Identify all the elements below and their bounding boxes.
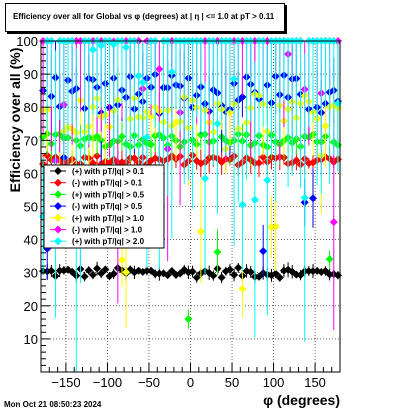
data-point xyxy=(321,122,330,131)
legend-entry: (-) with pT/|q| > 0.1 xyxy=(72,179,143,188)
data-point xyxy=(155,269,164,278)
timestamp: Mon Oct 21 08:50:23 2024 xyxy=(4,400,102,409)
y-tick-label: 10 xyxy=(24,332,38,347)
data-point xyxy=(147,140,156,149)
data-point xyxy=(217,273,226,282)
data-point xyxy=(97,269,106,278)
legend-entry: (+) with pT/|q| > 0.5 xyxy=(72,190,145,199)
data-point xyxy=(238,284,247,293)
data-point xyxy=(188,267,197,276)
x-tick-label: 100 xyxy=(263,375,285,390)
y-tick-label: 30 xyxy=(24,266,38,281)
legend-marker xyxy=(54,190,62,199)
data-point xyxy=(230,74,239,83)
y-tick-label: 60 xyxy=(24,166,38,181)
data-point xyxy=(167,67,176,76)
data-point xyxy=(122,268,131,277)
data-point xyxy=(80,272,89,281)
legend-entry: (+) with pT/|q| > 0.1 xyxy=(72,167,145,176)
data-point xyxy=(309,194,318,203)
data-point xyxy=(97,41,106,50)
y-tick-label: 80 xyxy=(24,100,38,115)
data-point xyxy=(93,264,102,273)
data-point xyxy=(192,273,201,282)
data-point xyxy=(230,270,239,279)
data-point xyxy=(213,248,222,257)
data-point xyxy=(271,222,280,231)
data-point xyxy=(134,71,143,80)
x-tick-label: 150 xyxy=(304,375,326,390)
data-point xyxy=(122,43,131,52)
data-point xyxy=(325,255,334,264)
data-point xyxy=(246,267,255,276)
legend-marker xyxy=(54,167,62,175)
axes: −150 −100 −50 0 50 100 150 10 20 30 40 50 60 70 80 90 10… xyxy=(16,34,341,390)
legend-entry: (-) with pT/|q| > 1.0 xyxy=(72,226,143,235)
data-point xyxy=(88,45,97,54)
data-point xyxy=(263,176,272,185)
y-tick-label: 90 xyxy=(24,67,38,82)
data-point xyxy=(234,263,243,272)
data-point xyxy=(255,158,264,167)
legend-marker xyxy=(54,225,62,234)
data-point xyxy=(130,154,139,163)
data-point xyxy=(300,193,309,202)
legend-entry: (-) with pT/|q| > 0.5 xyxy=(72,202,143,211)
data-point xyxy=(209,271,218,280)
data-point xyxy=(225,265,234,274)
x-tick-label: −150 xyxy=(51,375,80,390)
x-tick-label: 50 xyxy=(225,375,239,390)
data-point xyxy=(138,78,147,87)
chart-title: Efficiency over all for Global vs φ (deg… xyxy=(13,12,275,21)
data-point xyxy=(213,119,222,128)
legend-marker xyxy=(54,178,62,187)
title-box: Efficiency over all for Global vs φ (deg… xyxy=(5,3,285,32)
data-point xyxy=(117,132,126,141)
y-axis-label: Efficiency over all (%) xyxy=(7,48,23,193)
x-tick-label: −50 xyxy=(138,375,160,390)
data-point xyxy=(184,315,193,324)
data-point xyxy=(101,265,110,274)
legend-marker xyxy=(54,237,62,246)
data-point xyxy=(84,266,93,275)
x-tick-label: −100 xyxy=(93,375,122,390)
data-point xyxy=(250,195,259,204)
data-point xyxy=(292,156,301,165)
y-tick-label: 70 xyxy=(24,133,38,148)
data-point xyxy=(196,227,205,236)
legend-marker xyxy=(54,202,62,211)
data-point xyxy=(163,271,172,280)
data-point xyxy=(88,270,97,279)
legend-entry: (+) with pT/|q| > 1.0 xyxy=(72,214,145,223)
y-tick-label: 100 xyxy=(16,34,38,49)
data-point xyxy=(271,269,280,278)
data-point xyxy=(93,151,102,160)
data-point xyxy=(117,255,126,264)
data-point xyxy=(142,133,151,142)
legend-entry: (+) with pT/|q| > 2.0 xyxy=(72,237,145,246)
data-point xyxy=(109,269,118,278)
x-tick-label: 0 xyxy=(187,375,194,390)
data-point xyxy=(238,92,247,101)
y-tick-label: 20 xyxy=(24,299,38,314)
data-point xyxy=(238,200,247,209)
data-point xyxy=(329,218,338,227)
data-point xyxy=(201,174,210,183)
y-tick-label: 50 xyxy=(24,200,38,215)
y-tick-label: 40 xyxy=(24,233,38,248)
data-point xyxy=(259,247,268,256)
x-axis-label: φ (degrees) xyxy=(263,392,340,408)
series-markers xyxy=(39,261,342,284)
data-point xyxy=(259,153,268,162)
data-point xyxy=(142,266,151,275)
legend: (+) with pT/|q| > 0.1 (-) with pT/|q| > 0… xyxy=(43,164,165,249)
data-point xyxy=(155,65,164,74)
legend-marker xyxy=(54,213,62,222)
data-point xyxy=(275,273,284,282)
data-point xyxy=(296,271,305,280)
data-point xyxy=(147,112,156,121)
data-point xyxy=(93,132,102,141)
